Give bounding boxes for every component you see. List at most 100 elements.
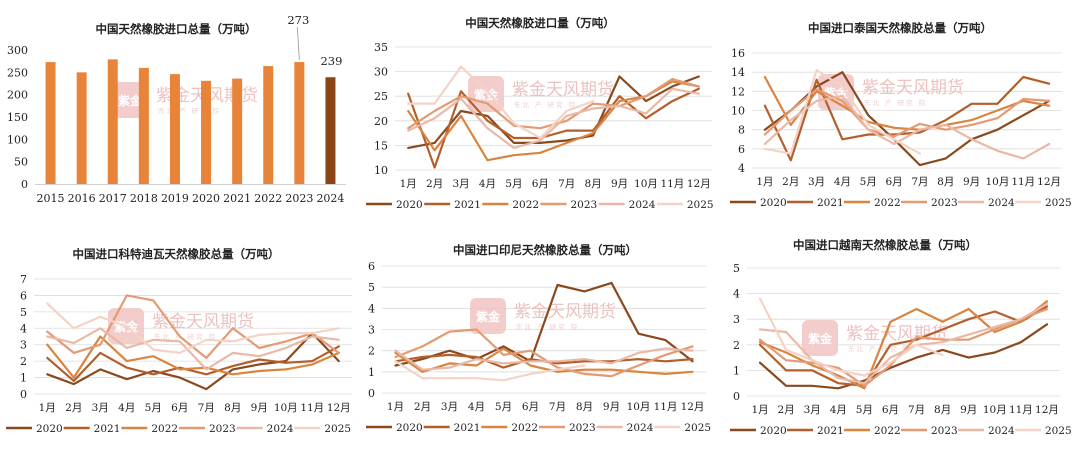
chart-title: 中国进口印尼天然橡胶总量（万吨）: [453, 243, 637, 257]
data-label-leader: [296, 27, 300, 61]
series-line-2024: [394, 347, 694, 371]
x-tick-label: 1月: [39, 402, 56, 414]
y-tick-label: 4: [20, 322, 27, 335]
x-tick-label: 7月: [198, 402, 215, 414]
legend-label-2023: 2023: [931, 197, 958, 209]
x-tick-label: 11月: [1009, 404, 1033, 416]
x-tick-label: 2月: [426, 178, 443, 190]
watermark: 紫金紫金天风期货东北 产 研究 院: [468, 76, 614, 112]
watermark-seal-text: 紫金: [118, 93, 143, 108]
watermark: 紫金紫金天风期货东北 产 研究 院: [470, 298, 616, 334]
x-tick-label: 9月: [960, 404, 977, 416]
y-tick-label: 20: [374, 115, 388, 128]
x-tick-label: 1月: [756, 176, 773, 188]
x-tick-label: 12月: [1037, 176, 1061, 188]
x-tick-label: 10月: [985, 176, 1009, 188]
y-tick-label: 1: [368, 366, 375, 379]
x-tick-label: 1月: [751, 404, 768, 416]
y-tick-label: 6: [738, 143, 745, 156]
bar-2024: [325, 77, 336, 184]
y-tick-label: 10: [731, 105, 745, 118]
series-line-2023: [394, 328, 694, 378]
panel-vietnam: 中国进口越南天然橡胶总量（万吨） 0 1 2 3 4 5 1月 2月 3月 4月 5月 6月 7月 8月 9月…: [720, 226, 1080, 451]
y-tick-label: 0: [20, 388, 27, 401]
x-tick-label: 10月: [627, 401, 651, 413]
legend-label-2023: 2023: [209, 423, 236, 435]
watermark-seal-text: 紫金: [476, 309, 501, 324]
legend-label-2022: 2022: [512, 199, 539, 211]
watermark-seal-icon: [470, 298, 506, 334]
legend-label-2025: 2025: [1045, 197, 1072, 209]
series-line-2024: [46, 327, 340, 371]
legend-label-2021: 2021: [817, 425, 844, 437]
series-line-2025: [46, 302, 340, 355]
x-tick-label: 4月: [468, 401, 485, 413]
bar-2016: [76, 72, 87, 184]
series-line-2024: [763, 94, 1051, 160]
bar-2018: [138, 67, 149, 184]
watermark-subtitle: 东北 产 研究 院: [848, 344, 911, 353]
x-tick-label: 1月: [400, 178, 417, 190]
legend-label-2024: 2024: [988, 197, 1015, 209]
legend-label-2020: 2020: [760, 197, 787, 209]
x-tick-label: 10月: [634, 178, 658, 190]
x-tick-label: 9月: [963, 176, 980, 188]
y-tick-label: 0: [21, 178, 28, 191]
y-tick-label: 8: [738, 124, 745, 137]
x-tick-label: 9月: [251, 402, 268, 414]
panel-thailand: 中国进口泰国天然橡胶总量（万吨） 4 6 8 10 12 14 16 1月 2月 3月 4月 5月 6月 7…: [720, 0, 1080, 225]
series-line-2024: [407, 87, 700, 149]
x-tick-label: 9月: [611, 178, 628, 190]
x-tick-label: 6月: [885, 176, 902, 188]
x-tick-label: 10月: [274, 402, 298, 414]
y-tick-label: 50: [14, 156, 28, 169]
panel-cote-divoire: 中国进口科特迪瓦天然橡胶总量（万吨） 0 1 2 3 4 5 6 7 1月 2月 3月 4月 5月 6月 7月…: [0, 226, 360, 451]
x-tick-label: 5月: [145, 402, 162, 414]
x-tick-label: 2021: [223, 192, 251, 205]
legend-label-2025: 2025: [1045, 425, 1072, 437]
x-tick-label: 2020: [192, 192, 220, 205]
x-tick-label: 5月: [495, 401, 512, 413]
bar-2023: [294, 62, 305, 185]
x-tick-label: 2023: [285, 192, 313, 205]
legend-label-2025: 2025: [684, 422, 711, 434]
legend-label-2020: 2020: [36, 423, 63, 435]
y-tick-label: 5: [368, 281, 375, 294]
y-tick-label: 25: [374, 90, 388, 103]
chart-thailand: 中国进口泰国天然橡胶总量（万吨） 4 6 8 10 12 14 16 1月 2月 3月 4月 5月 6月 7…: [730, 21, 1072, 209]
y-tick-label: 150: [7, 111, 28, 124]
watermark-text: 紫金天风期货: [862, 78, 964, 98]
y-tick-label: 2: [733, 339, 740, 352]
y-tick-label: 4: [368, 302, 375, 315]
x-tick-label: 11月: [300, 402, 324, 414]
series-line-2025: [758, 297, 944, 377]
x-tick-label: 8月: [934, 404, 951, 416]
y-tick-label: 200: [7, 89, 28, 102]
x-tick-label: 3月: [92, 402, 109, 414]
series-line-2022: [46, 335, 340, 379]
legend-label-2021: 2021: [454, 422, 481, 434]
legend-label-2023: 2023: [931, 425, 958, 437]
legend-label-2025: 2025: [324, 423, 351, 435]
watermark-seal-text: 紫金: [808, 331, 833, 346]
chart-vietnam: 中国进口越南天然橡胶总量（万吨） 0 1 2 3 4 5 1月 2月 3月 4月 5月 6月 7月 8月 9月…: [730, 238, 1072, 437]
bar-2017: [107, 59, 118, 184]
y-tick-label: 2: [20, 355, 27, 368]
legend-label-2021: 2021: [817, 197, 844, 209]
series-line-2021: [758, 305, 1049, 387]
y-tick-label: 4: [738, 162, 745, 175]
chart-title: 中国进口泰国天然橡胶总量（万吨）: [808, 21, 992, 35]
y-tick-label: 5: [733, 262, 740, 275]
legend-label-2024: 2024: [629, 199, 656, 211]
y-tick-label: 1: [733, 364, 740, 377]
x-tick-label: 2月: [414, 401, 431, 413]
series-line-2025: [763, 69, 921, 155]
legend-label-2022: 2022: [151, 423, 178, 435]
legend-label-2022: 2022: [511, 422, 538, 434]
x-tick-label: 6月: [171, 402, 188, 414]
x-tick-label: 5月: [505, 178, 522, 190]
x-tick-label: 2月: [782, 176, 799, 188]
legend-label-2024: 2024: [267, 423, 294, 435]
y-tick-label: 0: [368, 387, 375, 400]
y-tick-label: 6: [20, 289, 27, 302]
